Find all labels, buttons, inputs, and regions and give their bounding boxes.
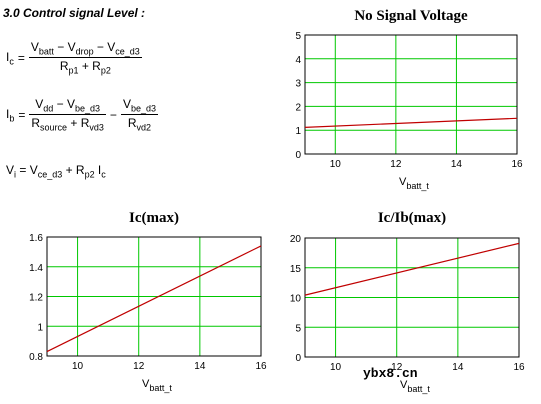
no-signal-voltage-xtick-label: 12 xyxy=(390,159,402,170)
equation-ic-fraction: Vbatt − Vdrop − Vce_d3 Rp1 + Rp2 xyxy=(28,40,142,76)
ic-ib-max-ytick-label: 5 xyxy=(295,323,301,334)
ic-max-ytick-label: 1 xyxy=(37,322,43,333)
equation-ic-lhs: Ic xyxy=(6,49,14,67)
ic-max-xtick-label: 10 xyxy=(72,361,84,372)
no-signal-voltage-ytick-label: 2 xyxy=(295,102,301,113)
ic-ib-max-xtick-label: 14 xyxy=(452,362,464,373)
ic-ib-max-xtick-label: 10 xyxy=(330,362,342,373)
ic-max-title: Ic(max) xyxy=(129,210,179,226)
ic-max-ytick-label: 1.4 xyxy=(29,263,43,274)
ic-max-series-line xyxy=(46,245,262,353)
section-heading: 3.0 Control signal Level : xyxy=(3,6,146,20)
ic-max-plot-frame xyxy=(46,236,262,357)
equation-ib-fraction-2: Vbe_d3 Rvd2 xyxy=(120,97,158,133)
ic-max-ytick-label: 0.8 xyxy=(29,352,43,363)
ic-max-ytick-label: 1.6 xyxy=(29,233,43,244)
no-signal-voltage-series-line xyxy=(304,117,518,128)
equation-ib: Ib = Vdd − Vbe_d3 Rsource + Rvd3− Vbe_d3 Rvd2 xyxy=(6,97,158,133)
ic-ib-max-ytick-label: 15 xyxy=(290,264,302,275)
ic-ib-max-xtick-label: 16 xyxy=(513,362,525,373)
equation-ic-denominator: Rp1 + Rp2 xyxy=(59,59,111,76)
ic-max-xtick-label: 14 xyxy=(194,361,206,372)
watermark-text: ybx8.cn xyxy=(363,366,418,381)
equation-ib-lhs: Ib xyxy=(6,106,15,124)
no-signal-voltage-plot-frame xyxy=(304,34,518,155)
no-signal-voltage-xtick-label: 16 xyxy=(511,159,523,170)
no-signal-voltage-ytick-label: 0 xyxy=(295,150,301,161)
ic-ib-max-ytick-label: 20 xyxy=(290,234,302,245)
ic-ib-max-series-line xyxy=(304,242,520,296)
no-signal-voltage-ytick-label: 3 xyxy=(295,79,301,90)
no-signal-voltage-xtick-label: 10 xyxy=(330,159,342,170)
ic-ib-max-title: Ic/Ib(max) xyxy=(378,210,446,226)
ic-ib-max-xlabel: Vbatt_t xyxy=(400,379,430,394)
no-signal-voltage-xlabel: Vbatt_t xyxy=(399,176,429,191)
ic-max-ytick-label: 1.2 xyxy=(29,293,43,304)
ic-ib-max-ytick-label: 0 xyxy=(295,353,301,364)
ic-ib-max-xtick-label: 12 xyxy=(391,362,403,373)
no-signal-voltage-xtick-label: 14 xyxy=(451,159,463,170)
no-signal-voltage-title: No Signal Voltage xyxy=(354,8,468,24)
no-signal-voltage-ytick-label: 4 xyxy=(295,55,301,66)
ic-max-xtick-label: 16 xyxy=(255,361,267,372)
equation-ib-fraction-1: Vdd − Vbe_d3 Rsource + Rvd3 xyxy=(29,97,106,133)
ic-ib-max-ytick-label: 10 xyxy=(290,294,302,305)
no-signal-voltage-ytick-label: 5 xyxy=(295,31,301,42)
equation-ic: Ic = Vbatt − Vdrop − Vce_d3 Rp1 + Rp2 xyxy=(6,40,142,76)
ic-max-xlabel: Vbatt_t xyxy=(142,378,172,393)
equation-vi: Vi = Vce_d3 + Rp2 Ic xyxy=(6,163,106,180)
ic-max-xtick-label: 12 xyxy=(133,361,145,372)
ic-ib-max-plot-frame xyxy=(304,237,520,358)
no-signal-voltage-ytick-label: 1 xyxy=(295,126,301,137)
equation-ic-numerator: Vbatt − Vdrop − Vce_d3 xyxy=(28,40,142,59)
